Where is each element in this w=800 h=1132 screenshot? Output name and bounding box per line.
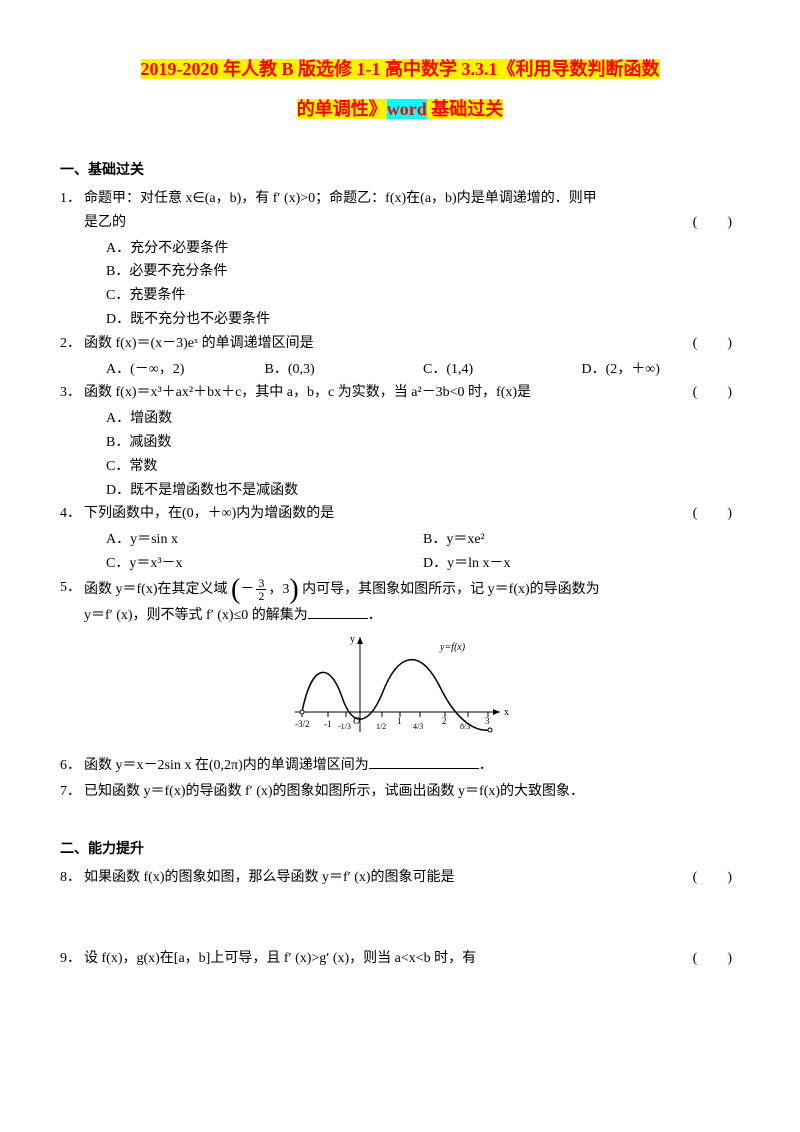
answer-paren: ( ) (693, 947, 740, 971)
q4-optA: A．y＝sin x (106, 528, 423, 552)
blank-fill (308, 604, 368, 619)
q3-optD: D．既不是增函数也不是减函数 (106, 479, 740, 503)
svg-text:-3/2: -3/2 (295, 719, 310, 729)
question-2: 2． 函数 f(x)＝(x－3)eˣ 的单调递增区间是 ( ) (60, 332, 740, 356)
q6-num: 6． (60, 754, 81, 778)
svg-text:8/3: 8/3 (460, 722, 470, 731)
answer-paren: ( ) (693, 332, 740, 356)
svg-text:y=f(x): y=f(x) (439, 642, 466, 653)
q1-num: 1． (60, 187, 81, 211)
q2-optC: C．(1,4) (423, 358, 582, 382)
svg-text:x: x (504, 707, 509, 718)
answer-paren: ( ) (693, 866, 740, 890)
q1-line2: 是乙的 (84, 215, 126, 230)
frac-3-2: 32 (254, 577, 268, 602)
q3-num: 3． (60, 381, 81, 405)
q3-optA: A．增函数 (106, 407, 740, 431)
q1-optB: B．必要不充分条件 (106, 260, 740, 284)
q5-t3: y＝f′ (x)，则不等式 f′ (x)≤0 的解集为 (84, 608, 308, 623)
q6-t2: ． (479, 758, 493, 773)
question-6: 6． 函数 y＝x－2sin x 在(0,2π)内的单调递增区间为 ． (60, 754, 740, 778)
question-1: 1． 命题甲：对任意 x∈(a，b)，有 f′ (x)>0；命题乙：f(x)在(… (60, 187, 740, 235)
q7-num: 7． (60, 780, 81, 804)
q3-optC: C．常数 (106, 455, 740, 479)
question-9: 9． 设 f(x)，g(x)在[a，b]上可导，且 f′ (x)>g′ (x)，… (60, 947, 740, 971)
svg-text:O: O (353, 716, 360, 727)
title-part1: 2019-2020 年人教 B 版选修 1-1 高中数学 3.3.1《利用导数判… (141, 59, 660, 79)
q4-optC: C．y＝x³－x (106, 552, 423, 576)
title-part2: 的单调性》 (297, 99, 387, 119)
svg-text:-1: -1 (324, 719, 332, 729)
question-4: 4． 下列函数中，在(0，＋∞)内为增函数的是 ( ) (60, 502, 740, 526)
q2-options: A．(－∞，2) B．(0,3) C．(1,4) D．(2，＋∞) (60, 358, 740, 382)
answer-paren: ( ) (693, 381, 740, 405)
svg-text:-1/3: -1/3 (338, 722, 351, 731)
q5-t1: 函数 y＝f(x)在其定义域 (84, 582, 228, 597)
q3-optB: B．减函数 (106, 431, 740, 455)
svg-text:y: y (350, 634, 355, 645)
q7-text: 已知函数 y＝f(x)的导函数 f′ (x)的图象如图所示，试画出函数 y＝f(… (84, 784, 584, 799)
q5-t4: ． (368, 608, 382, 623)
svg-text:2: 2 (442, 716, 447, 726)
svg-text:3: 3 (485, 716, 490, 726)
q9-text: 设 f(x)，g(x)在[a，b]上可导，且 f′ (x)>g′ (x)，则当 … (84, 951, 476, 966)
q4-optB: B．y＝xe² (423, 528, 740, 552)
title-part4: 基础过关 (427, 99, 504, 119)
q4-num: 4． (60, 502, 81, 526)
q4-text: 下列函数中，在(0，＋∞)内为增函数的是 (84, 506, 334, 521)
q1-options: A．充分不必要条件 B．必要不充分条件 C．充要条件 D．既不充分也不必要条件 (60, 237, 740, 332)
blank-fill (369, 754, 479, 769)
q2-text: 函数 f(x)＝(x－3)eˣ 的单调递增区间是 (84, 336, 314, 351)
q5-t2: 内可导，其图象如图所示，记 y＝f(x)的导函数为 (302, 582, 600, 597)
graph-svg: x y -3/2 -1 -1/3 O 1/2 1 4/3 2 8/3 3 y=f… (290, 632, 510, 742)
q5-figure: x y -3/2 -1 -1/3 O 1/2 1 4/3 2 8/3 3 y=f… (60, 632, 740, 751)
lparen-icon: ( (231, 574, 240, 605)
q6-t1: 函数 y＝x－2sin x 在(0,2π)内的单调递增区间为 (84, 758, 369, 773)
q4-options: A．y＝sin x B．y＝xe² C．y＝x³－x D．y＝ln x－x (60, 528, 740, 576)
q2-optD: D．(2，＋∞) (582, 358, 741, 382)
section-1-heading: 一、基础过关 (60, 159, 740, 183)
q8-num: 8． (60, 866, 81, 890)
q1-optA: A．充分不必要条件 (106, 237, 740, 261)
q1-optC: C．充要条件 (106, 284, 740, 308)
q2-optB: B．(0,3) (265, 358, 424, 382)
rparen-icon: ) (289, 574, 298, 605)
q3-options: A．增函数 B．减函数 C．常数 D．既不是增函数也不是减函数 (60, 407, 740, 502)
q2-num: 2． (60, 332, 81, 356)
q9-num: 9． (60, 947, 81, 971)
question-7: 7． 已知函数 y＝f(x)的导函数 f′ (x)的图象如图所示，试画出函数 y… (60, 780, 740, 804)
answer-paren: ( ) (693, 211, 740, 235)
q5-num: 5． (60, 576, 81, 600)
svg-text:4/3: 4/3 (413, 722, 423, 731)
answer-paren: ( ) (693, 502, 740, 526)
page: 2019-2020 年人教 B 版选修 1-1 高中数学 3.3.1《利用导数判… (0, 0, 800, 1002)
q8-text: 如果函数 f(x)的图象如图，那么导函数 y＝f′ (x)的图象可能是 (84, 870, 455, 885)
q4-optD: D．y＝ln x－x (423, 552, 740, 576)
question-5: 5． 函数 y＝f(x)在其定义域 (－32，3) 内可导，其图象如图所示，记 … (60, 576, 740, 628)
svg-text:1/2: 1/2 (376, 722, 386, 731)
svg-text:1: 1 (397, 716, 402, 726)
document-title: 2019-2020 年人教 B 版选修 1-1 高中数学 3.3.1《利用导数判… (60, 50, 740, 129)
q2-optA: A．(－∞，2) (106, 358, 265, 382)
q1-line1: 命题甲：对任意 x∈(a，b)，有 f′ (x)>0；命题乙：f(x)在(a，b… (84, 191, 597, 206)
section-2-heading: 二、能力提升 (60, 838, 740, 862)
question-8: 8． 如果函数 f(x)的图象如图，那么导函数 y＝f′ (x)的图象可能是 (… (60, 866, 740, 890)
q1-optD: D．既不充分也不必要条件 (106, 308, 740, 332)
question-3: 3． 函数 f(x)＝x³＋ax²＋bx＋c，其中 a，b，c 为实数，当 a²… (60, 381, 740, 405)
q3-text: 函数 f(x)＝x³＋ax²＋bx＋c，其中 a，b，c 为实数，当 a²－3b… (84, 385, 531, 400)
title-word: word (387, 99, 427, 119)
